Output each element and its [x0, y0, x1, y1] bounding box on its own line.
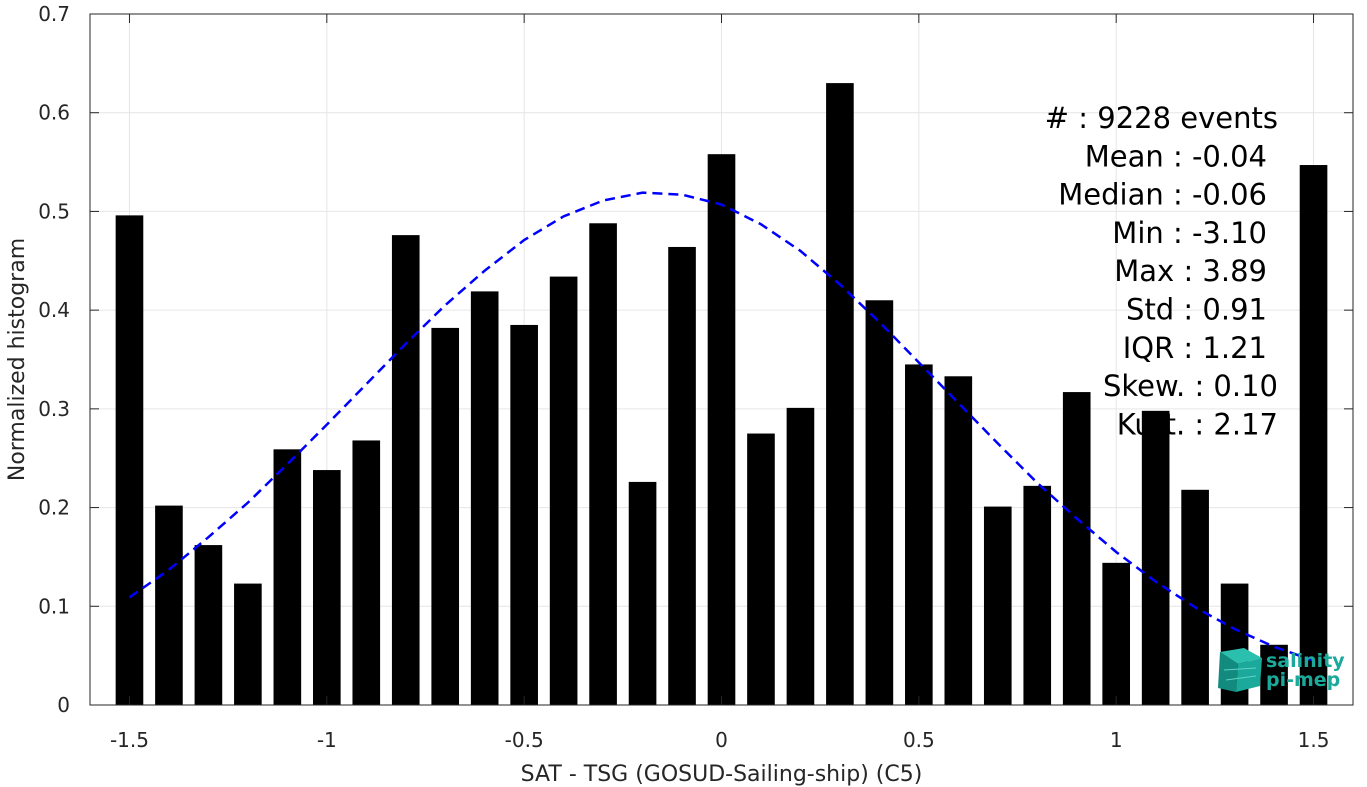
x-tick-label: -1: [317, 728, 337, 752]
axis-ticks: -1.5 -1 -0.5 0 0.5 1 1.5 0 0.1 0.2 0.3 0.4 0.5 0.6 0.7: [38, 2, 1353, 752]
stats-line: Std : 0.91: [1126, 293, 1267, 327]
y-tick-label: 0.2: [38, 496, 70, 520]
histogram-bar: [786, 407, 815, 705]
x-tick-label: 0: [715, 728, 728, 752]
histogram-bar: [707, 154, 736, 705]
histogram-bar: [273, 449, 302, 705]
histogram-bar: [549, 276, 578, 705]
y-tick-label: 0.3: [38, 397, 70, 421]
y-tick-label: 0.1: [38, 594, 70, 618]
histogram-bar: [431, 327, 460, 705]
x-tick-label: -0.5: [505, 728, 544, 752]
stats-annotations: # : 9228 events Mean : -0.04 Median : -0.0…: [1045, 101, 1278, 441]
y-tick-label: 0.5: [38, 199, 70, 223]
histogram-bar: [628, 481, 657, 705]
histogram-bar: [470, 291, 499, 705]
y-tick-label: 0.4: [38, 298, 70, 322]
fit-curve-group: [128, 191, 1314, 662]
logo-text-line1: salinity: [1266, 650, 1345, 672]
stats-line: # : 9228 events: [1045, 101, 1278, 135]
y-tick-label: 0: [57, 693, 70, 717]
stats-line: IQR : 1.21: [1123, 331, 1267, 365]
histogram-bar: [747, 433, 775, 705]
x-tick-label: -1.5: [110, 728, 149, 752]
x-tick-label: 0.5: [903, 728, 935, 752]
x-tick-label: 1.5: [1298, 728, 1330, 752]
logo-cube-icon: [1218, 648, 1262, 692]
logo-text-line2: pi-mep: [1266, 669, 1340, 691]
salinity-pimep-logo: salinity pi-mep: [1218, 648, 1345, 692]
histogram-bar: [1102, 562, 1131, 705]
histogram-bar: [905, 364, 933, 705]
histogram-bar: [589, 223, 617, 705]
stats-line: Skew. : 0.10: [1103, 369, 1278, 403]
gaussian-fit-curve: [128, 191, 1314, 662]
bars: [115, 83, 1328, 706]
stats-line: Median : -0.06: [1058, 178, 1267, 212]
histogram-bar: [391, 235, 420, 705]
histogram-bar: [668, 246, 696, 706]
histogram-bar: [865, 300, 894, 705]
y-tick-label: 0.6: [38, 101, 70, 125]
histogram-bar: [1181, 489, 1209, 705]
histogram-bar: [826, 83, 854, 706]
histogram-bar: [983, 506, 1012, 705]
x-tick-label: 1: [1110, 728, 1123, 752]
histogram-bar: [155, 505, 183, 705]
histogram-bar: [312, 470, 341, 705]
stats-line: Kurt. : 2.17: [1117, 407, 1278, 441]
histogram-bar: [1062, 392, 1091, 705]
histogram-bar: [194, 545, 223, 705]
histogram-bar: [1299, 165, 1328, 706]
x-axis-label: SAT - TSG (GOSUD-Sailing-ship) (C5): [521, 762, 923, 787]
histogram-bar: [510, 324, 538, 705]
histogram-bar: [1023, 485, 1052, 705]
histogram-bar: [115, 215, 144, 705]
stats-line: Min : -3.10: [1112, 216, 1267, 250]
histogram-bar: [352, 440, 381, 705]
stats-line: Max : 3.89: [1114, 254, 1267, 288]
histogram-bar: [1260, 644, 1288, 705]
histogram-bar: [944, 376, 973, 705]
histogram-bar: [234, 583, 262, 705]
histogram-bar: [1141, 410, 1170, 705]
stats-line: Mean : -0.04: [1085, 139, 1267, 173]
y-axis-label: Normalized histogram: [5, 238, 30, 481]
y-tick-label: 0.7: [38, 2, 70, 26]
